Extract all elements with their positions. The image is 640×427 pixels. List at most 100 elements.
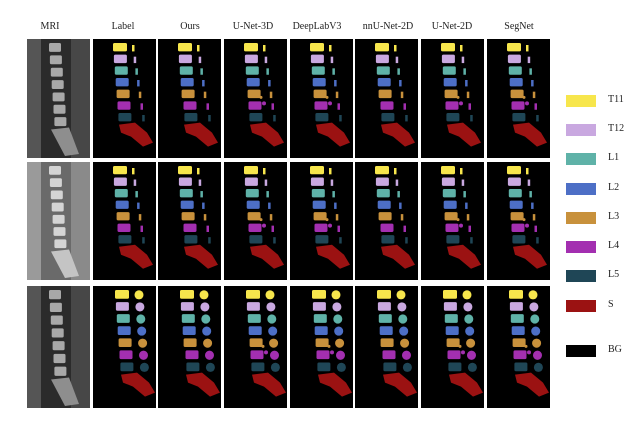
vertebra-l1 (114, 189, 128, 198)
vertebra-l1 (245, 66, 259, 75)
vertebra-t12 (180, 302, 194, 311)
vertebra-t12 (178, 54, 192, 64)
vertebra-l5 (184, 235, 198, 244)
vertebra-l4 (119, 350, 133, 360)
legend-label: L4 (608, 240, 620, 251)
vertebra-t11 (180, 290, 194, 299)
sacrum (252, 372, 286, 397)
sacrum (250, 244, 284, 269)
vertebra-l2 (445, 326, 459, 335)
segmentation-nnu-net-2d-row-3 (355, 286, 418, 408)
mri-image-row-2 (27, 162, 90, 280)
vertebra-l2 (180, 78, 194, 87)
vertebra-t11 (178, 43, 192, 52)
vertebra-t12 (441, 54, 455, 64)
vertebra-l1 (442, 189, 456, 198)
column-header-label: Label (111, 21, 135, 32)
sacrum (515, 372, 549, 397)
legend-swatch (566, 95, 596, 107)
vertebra-l1 (508, 66, 522, 75)
vertebra-t11 (377, 290, 391, 299)
vertebra-l1 (444, 314, 458, 323)
vertebra-l4 (445, 223, 459, 232)
vertebra-l1 (179, 66, 193, 75)
vertebra-l4 (380, 223, 394, 232)
vertebra-t11 (113, 166, 127, 175)
vertebra-l3 (378, 212, 392, 221)
vertebra-t11 (441, 166, 455, 175)
sacrum (184, 244, 218, 269)
vertebra-l3 (116, 89, 130, 99)
vertebra-l4 (314, 223, 328, 232)
vertebra-l4 (511, 223, 525, 232)
vertebra-l3 (247, 89, 261, 99)
vertebra-l1 (313, 314, 327, 323)
segmentation-label-row-1 (93, 39, 156, 158)
vertebra-l1 (311, 66, 325, 75)
mri-image-row-1 (27, 39, 90, 158)
vertebra-l1 (510, 314, 524, 323)
vertebra-l3 (380, 338, 394, 348)
sacrum (250, 122, 284, 147)
legend-swatch (566, 124, 596, 136)
vertebra-l5 (446, 235, 460, 244)
vertebra-t11 (375, 166, 389, 175)
segmentation-label-row-2 (93, 162, 156, 280)
vertebra-l4 (511, 101, 525, 110)
sacrum (447, 244, 481, 269)
sacrum (119, 122, 153, 147)
legend-item-t11: T11 (566, 94, 636, 109)
vertebra-t11 (375, 43, 389, 52)
vertebra-t11 (178, 166, 192, 175)
legend-label: BG (608, 344, 622, 355)
segmentation-u-net-2d-row-2 (421, 162, 484, 280)
legend-item-bg: BG (566, 344, 636, 359)
sacrum (449, 372, 483, 397)
sacrum (513, 122, 547, 147)
vertebra-l1 (508, 189, 522, 198)
vertebra-t11 (507, 43, 521, 52)
segmentation-deeplabv3-row-3 (290, 286, 353, 408)
vertebra-l4 (382, 350, 396, 360)
column-header-u-net-3d: U-Net-3D (232, 21, 274, 32)
vertebra-t12 (178, 177, 192, 186)
vertebra-t12 (507, 54, 521, 64)
segmentation-u-net-3d-row-3 (224, 286, 287, 408)
segmentation-u-net-2d-row-3 (421, 286, 484, 408)
sacrum (121, 372, 155, 397)
vertebra-l4 (183, 223, 197, 232)
vertebra-l3 (313, 89, 327, 99)
column-header-nnu-net-2d: nnU-Net-2D (362, 21, 414, 32)
vertebra-l3 (249, 338, 263, 348)
vertebra-l5 (512, 113, 526, 122)
vertebra-l3 (118, 338, 132, 348)
vertebra-t11 (310, 43, 324, 52)
legend-item-t12: T12 (566, 123, 636, 138)
vertebra-l5 (315, 113, 329, 122)
vertebra-l4 (117, 101, 131, 110)
vertebra-l2 (314, 326, 328, 335)
vertebra-l2 (115, 78, 129, 87)
legend-item-l2: L2 (566, 182, 636, 197)
vertebra-l1 (179, 189, 193, 198)
vertebra-t12 (443, 302, 457, 311)
vertebra-l2 (379, 326, 393, 335)
vertebra-l1 (442, 66, 456, 75)
vertebra-l3 (183, 338, 197, 348)
vertebra-l5 (184, 113, 198, 122)
segmentation-segnet-row-3 (487, 286, 550, 408)
vertebra-l5 (120, 362, 134, 372)
vertebra-t11 (113, 43, 127, 52)
vertebra-t12 (375, 54, 389, 64)
vertebra-l5 (249, 113, 263, 122)
legend-label: T11 (608, 94, 624, 105)
legend-swatch (566, 241, 596, 253)
vertebra-t11 (507, 166, 521, 175)
vertebra-l5 (118, 113, 132, 122)
vertebra-t12 (507, 177, 521, 186)
segmentation-nnu-net-2d-row-1 (355, 39, 418, 158)
vertebra-l1 (114, 66, 128, 75)
legend-label: L3 (608, 211, 620, 222)
vertebra-l1 (376, 66, 390, 75)
legend-label: L1 (608, 152, 620, 163)
